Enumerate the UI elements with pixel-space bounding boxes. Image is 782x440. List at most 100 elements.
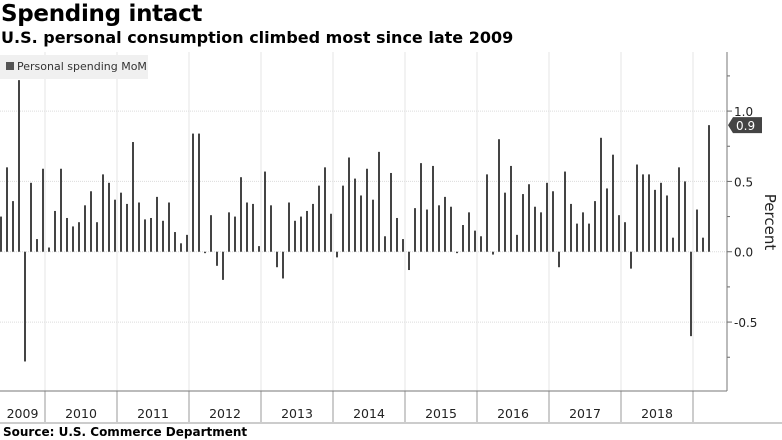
bar — [552, 191, 554, 252]
bar — [522, 194, 524, 252]
bar — [558, 251, 560, 268]
bar — [510, 165, 512, 252]
bar — [192, 133, 194, 252]
source-note: Source: U.S. Commerce Department — [3, 425, 248, 439]
bar — [378, 151, 380, 252]
x-tick-label: 2014 — [353, 406, 385, 421]
x-tick-label: 2013 — [281, 406, 313, 421]
bar — [690, 251, 692, 337]
bar — [330, 213, 332, 252]
x-tick-label: 2017 — [569, 406, 601, 421]
bar — [210, 215, 212, 252]
bar — [468, 212, 470, 252]
bar — [66, 217, 68, 252]
bar — [186, 234, 188, 252]
bar — [534, 206, 536, 252]
bar — [150, 217, 152, 252]
y-tick-label: 0.0 — [734, 246, 753, 260]
last-value-tag — [728, 117, 762, 134]
bar — [570, 203, 572, 252]
bar — [30, 182, 32, 252]
x-tick-label: 2010 — [65, 406, 97, 421]
bar — [528, 184, 530, 252]
bar — [6, 167, 8, 252]
chart-title: Spending intact — [1, 1, 203, 27]
bar — [138, 202, 140, 252]
bar — [132, 142, 134, 252]
x-tick-label: 2011 — [137, 406, 169, 421]
y-tick-label: 0.5 — [734, 175, 753, 189]
bar — [402, 239, 404, 252]
bar — [486, 174, 488, 252]
bar — [300, 216, 302, 252]
bar — [342, 185, 344, 252]
bar — [648, 174, 650, 252]
bar — [96, 222, 98, 252]
bar — [282, 251, 284, 279]
bar — [312, 203, 314, 252]
bar — [216, 251, 218, 266]
bar — [162, 220, 164, 252]
bar — [618, 215, 620, 252]
bar — [198, 133, 200, 252]
bar — [36, 239, 38, 252]
bar — [654, 189, 656, 252]
bar — [0, 216, 2, 252]
bar — [72, 226, 74, 252]
bar — [516, 234, 518, 252]
x-tick-label: 2016 — [497, 406, 529, 421]
bar — [246, 202, 248, 252]
bar — [360, 195, 362, 252]
bar — [444, 196, 446, 252]
bar — [636, 164, 638, 252]
bar — [456, 251, 458, 254]
bar — [504, 192, 506, 252]
bar — [672, 237, 674, 252]
bar — [474, 230, 476, 252]
bar — [600, 137, 602, 252]
bar — [84, 205, 86, 252]
bar — [492, 251, 494, 255]
bar — [288, 202, 290, 252]
bar — [678, 167, 680, 252]
legend-label: Personal spending MoM — [17, 60, 147, 73]
bar — [270, 205, 272, 252]
bar — [60, 168, 62, 252]
bar — [156, 196, 158, 252]
bar — [372, 199, 374, 252]
bar — [594, 201, 596, 252]
x-tick-label: 2015 — [425, 406, 457, 421]
bar — [102, 174, 104, 252]
legend-swatch-icon — [6, 62, 14, 70]
x-tick-label: 2012 — [209, 406, 241, 421]
bar — [480, 236, 482, 252]
y-tick-label: -0.5 — [734, 316, 757, 330]
bar — [24, 251, 26, 362]
chart-subtitle: U.S. personal consumption climbed most s… — [1, 28, 514, 47]
bar — [78, 222, 80, 252]
bar — [420, 163, 422, 252]
bar — [438, 205, 440, 252]
bar — [390, 172, 392, 252]
bar — [258, 246, 260, 252]
bar — [318, 185, 320, 252]
bar — [264, 171, 266, 252]
bar — [168, 202, 170, 252]
bar — [348, 157, 350, 252]
y-tick-label: 1.0 — [734, 105, 753, 119]
bar — [684, 181, 686, 252]
bar — [180, 243, 182, 252]
bar — [336, 251, 338, 258]
bar — [612, 154, 614, 252]
bar — [354, 178, 356, 252]
bar — [228, 212, 230, 252]
legend: Personal spending MoM — [0, 55, 148, 79]
bar — [426, 209, 428, 252]
bar — [630, 251, 632, 269]
bar — [396, 217, 398, 252]
last-value-label: 0.9 — [736, 119, 755, 133]
bar — [324, 167, 326, 252]
bar — [12, 201, 14, 252]
bar — [48, 247, 50, 252]
